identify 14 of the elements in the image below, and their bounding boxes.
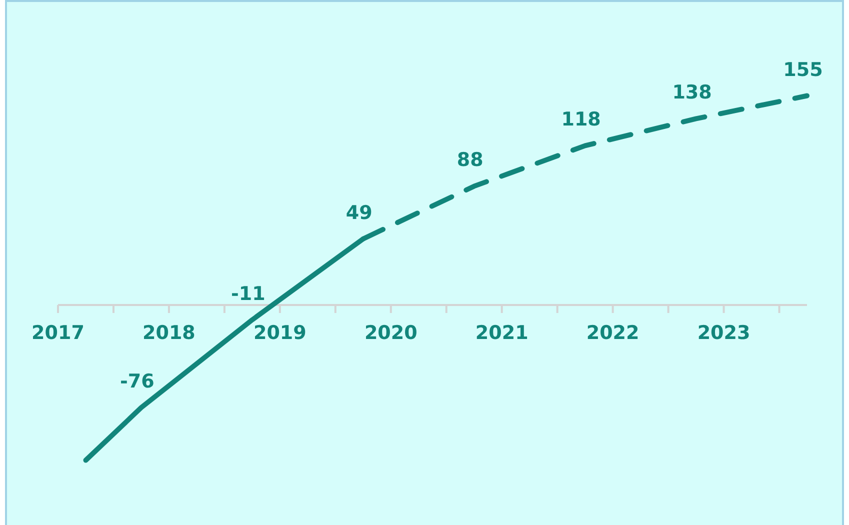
x-tick-label: 2023 [697, 322, 750, 344]
x-tick-label: 2018 [142, 322, 196, 344]
data-label: 88 [456, 149, 484, 172]
x-tick-label: 2022 [586, 322, 640, 344]
data-label: 155 [783, 58, 823, 81]
x-tick-label: 2019 [253, 322, 306, 344]
data-label: 49 [346, 202, 372, 224]
x-tick-label: 2017 [32, 322, 84, 344]
x-tick-label: 2021 [475, 322, 528, 344]
data-label: 118 [561, 108, 601, 131]
data-label: 138 [672, 82, 712, 104]
data-label: -11 [231, 282, 266, 305]
data-label: -76 [120, 370, 154, 393]
x-tick-label: 2020 [364, 322, 418, 344]
